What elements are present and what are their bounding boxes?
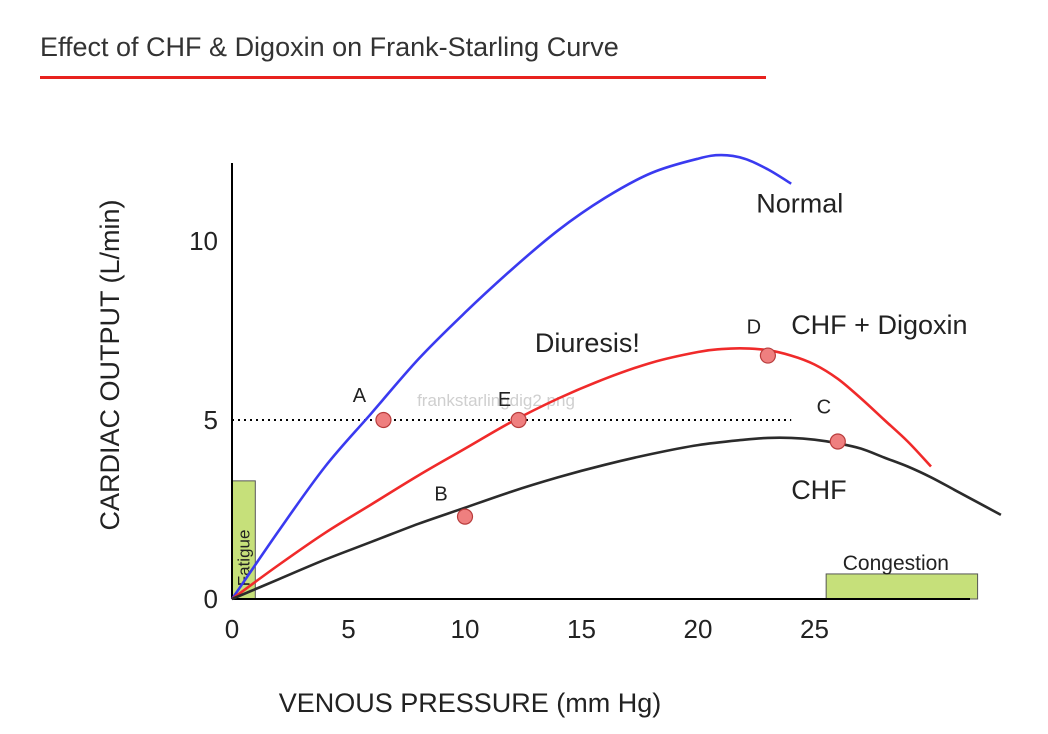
tick-labels-layer: 0 5 10 15 20 25 0 5 10: [189, 226, 829, 644]
point-c: [829, 433, 846, 450]
label-chf-digoxin: CHF + Digoxin: [791, 310, 967, 340]
label-diuresis: Diuresis!: [535, 328, 640, 358]
series-labels-layer: Normal CHF + Digoxin CHF Diuresis!: [535, 188, 968, 504]
axes-layer: [231, 163, 970, 600]
x-axis-label: VENOUS PRESSURE (mm Hg): [279, 688, 662, 718]
y-tick-label: 10: [189, 226, 218, 256]
y-tick-label: 0: [204, 584, 218, 614]
point-label-e: E: [498, 389, 511, 411]
point-label-c: C: [817, 396, 831, 418]
label-chf: CHF: [791, 475, 847, 505]
series-line-normal: [230, 153, 792, 600]
point-a: [375, 411, 392, 429]
point-e: [510, 411, 527, 429]
point-b: [456, 508, 474, 525]
label-normal: Normal: [756, 188, 843, 218]
region-congestion: [825, 573, 979, 600]
y-tick-label: 5: [204, 405, 218, 435]
watermark-text: frankstarlingdig2.png: [417, 391, 575, 410]
series-layer: [230, 153, 1002, 601]
x-tick-label: 15: [567, 614, 596, 644]
regions-layer: Fatigue Congestion: [231, 480, 979, 600]
x-tick-label: 20: [684, 614, 713, 644]
y-axis-label: CARDIAC OUTPUT (L/min): [95, 199, 125, 530]
region-label-congestion: Congestion: [843, 552, 949, 575]
point-d: [759, 347, 777, 364]
region-label-fatigue: Fatigue: [235, 530, 254, 587]
x-tick-label: 10: [451, 614, 480, 644]
point-label-b: B: [434, 484, 447, 506]
series-line-chf: [231, 436, 1002, 601]
title-underline: [40, 76, 766, 79]
x-tick-label: 25: [800, 614, 829, 644]
x-tick-label: 5: [341, 614, 355, 644]
point-label-a: A: [353, 385, 367, 407]
point-label-d: D: [747, 317, 761, 339]
chart-title: Effect of CHF & Digoxin on Frank-Starlin…: [40, 32, 619, 62]
points-layer: A B C D E: [353, 317, 846, 525]
x-tick-label: 0: [225, 614, 239, 644]
series-line-chf-digoxin: [231, 347, 932, 601]
